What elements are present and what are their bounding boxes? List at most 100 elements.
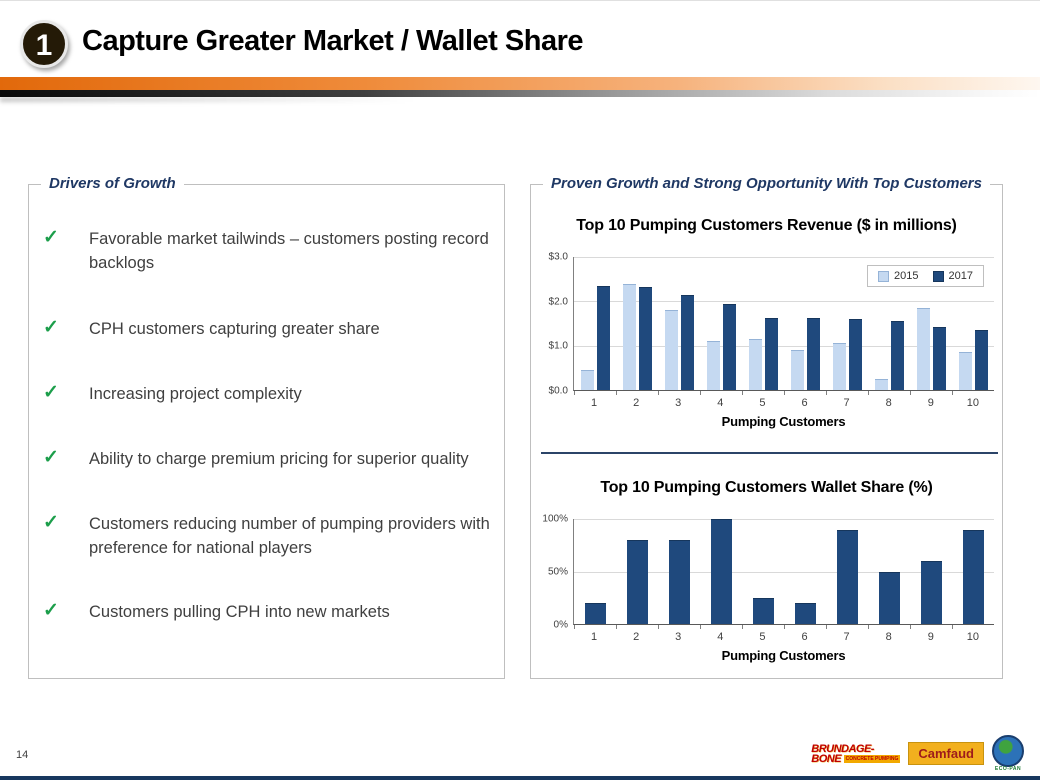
x-tick-label: 7 <box>843 631 850 643</box>
x-tick-label: 5 <box>759 631 766 643</box>
bottom-bar <box>0 776 1040 780</box>
bar-group <box>742 257 784 390</box>
x-tick-label: 3 <box>675 631 682 643</box>
growth-driver-item: ✓ Customers reducing number of pumping p… <box>43 512 493 560</box>
bar-2017 <box>764 317 778 390</box>
legend-entry-2017: 2017 <box>932 270 973 282</box>
bar-wallet-share <box>752 597 774 624</box>
check-icon: ✓ <box>43 512 59 533</box>
wallet-share-chart-xaxis-title: Pumping Customers <box>721 648 846 663</box>
bar-group <box>868 519 910 624</box>
bar-wallet-share <box>878 571 900 624</box>
bar-group <box>616 257 658 390</box>
x-tick-label: 1 <box>590 397 598 409</box>
legend-entry-2015: 2015 <box>878 270 919 282</box>
bar-group <box>658 257 700 390</box>
x-tick-label: 2 <box>633 397 640 409</box>
x-tick-label: 1 <box>590 631 598 643</box>
bar-2015 <box>664 310 678 390</box>
bar-2015 <box>622 283 636 390</box>
gridline <box>574 257 994 258</box>
revenue-chart-xaxis-title: Pumping Customers <box>721 414 846 429</box>
revenue-chart: Top 10 Pumping Customers Revenue ($ in m… <box>539 215 994 429</box>
x-tick-label: 6 <box>801 631 808 643</box>
growth-driver-text: Favorable market tailwinds – customers p… <box>89 230 489 272</box>
revenue-chart-title: Top 10 Pumping Customers Revenue ($ in m… <box>576 217 957 234</box>
bar-group <box>742 519 784 624</box>
x-tick-label: 9 <box>927 631 934 643</box>
bar-wallet-share <box>836 529 858 624</box>
bar-2015 <box>832 343 846 390</box>
x-tick-label: 10 <box>966 397 980 409</box>
growth-driver-item: ✓ Favorable market tailwinds – customers… <box>43 227 493 275</box>
bar-group <box>574 257 616 390</box>
y-tick-label: $0.0 <box>548 385 568 397</box>
x-tick-label: 8 <box>885 397 892 409</box>
globe-icon <box>992 735 1024 767</box>
growth-driver-text: Ability to charge premium pricing for su… <box>89 450 469 468</box>
x-tick-labels: 1 2 3 4 5 6 7 8 9 10 <box>573 625 994 643</box>
bar-wallet-share <box>710 519 732 624</box>
x-tick-label: 6 <box>801 397 808 409</box>
bar-2017 <box>848 319 862 390</box>
x-tick-label: 2 <box>633 631 640 643</box>
wallet-share-chart-plot: 0% 50% 100% 1 2 3 4 5 6 7 8 9 10 <box>539 514 994 643</box>
bar-wallet-share <box>794 603 816 624</box>
page-title: Capture Greater Market / Wallet Share <box>82 25 584 57</box>
plot-area <box>573 519 994 629</box>
bar-2015 <box>916 307 930 390</box>
x-tick-label: 4 <box>717 631 724 643</box>
brundage-bone-logo: BRUNDAGE- BONE CONCRETE PUMPING <box>811 742 901 764</box>
section-divider <box>541 452 998 454</box>
bar-2015 <box>748 339 762 390</box>
bar-group <box>826 519 868 624</box>
bar-group <box>910 519 952 624</box>
legend-swatch <box>878 270 890 282</box>
bar-group <box>700 257 742 390</box>
bar-2015 <box>580 370 594 390</box>
bar-2017 <box>638 286 652 390</box>
bar-group <box>784 257 826 390</box>
legend-swatch <box>932 270 944 282</box>
check-icon: ✓ <box>43 227 59 248</box>
bar-groups <box>574 257 994 390</box>
check-icon: ✓ <box>43 382 59 403</box>
camfaud-logo: Camfaud <box>908 742 984 765</box>
bar-group <box>616 519 658 624</box>
bar-2017 <box>890 321 904 390</box>
growth-driver-item: ✓ Ability to charge premium pricing for … <box>43 447 493 471</box>
x-tick-label: 5 <box>759 397 766 409</box>
gridline <box>574 345 994 347</box>
brundage-line1: BRUNDAGE- <box>811 742 874 755</box>
bar-2015 <box>790 350 804 390</box>
wallet-share-chart-title: Top 10 Pumping Customers Wallet Share (%… <box>600 479 933 496</box>
slide-number-badge: 1 <box>20 20 68 68</box>
legend: 2015 2017 <box>867 265 984 287</box>
bar-wallet-share <box>962 529 984 624</box>
y-axis: $0.0 $1.0 $2.0 $3.0 <box>539 252 573 397</box>
x-tick-label: 4 <box>717 397 724 409</box>
gridline <box>574 519 994 520</box>
eco-pan-label: ECO-PAN <box>994 766 1022 772</box>
growth-driver-text: Increasing project complexity <box>89 385 302 403</box>
growth-driver-text: Customers reducing number of pumping pro… <box>89 515 490 557</box>
bar-2017 <box>974 330 988 390</box>
y-tick-label: $1.0 <box>548 340 568 352</box>
right-panel-title: Proven Growth and Strong Opportunity Wit… <box>543 175 990 192</box>
y-tick-label: $2.0 <box>548 296 568 308</box>
bar-groups <box>574 519 994 624</box>
check-icon: ✓ <box>43 600 59 621</box>
x-tick-label: 7 <box>843 397 850 409</box>
bar-2017 <box>806 317 820 390</box>
page-number: 14 <box>16 749 29 761</box>
bar-2017 <box>596 285 610 390</box>
y-tick-label: 50% <box>547 566 568 578</box>
bar-2017 <box>680 294 694 390</box>
y-tick-label: 0% <box>553 619 568 631</box>
top-customers-panel: Proven Growth and Strong Opportunity Wit… <box>530 175 1003 679</box>
growth-driver-item: ✓ Increasing project complexity <box>43 382 493 406</box>
revenue-chart-plot: $0.0 $1.0 $2.0 $3.0 2015 2017 1 2 3 4 5 6 7 8 9 10 <box>539 252 994 409</box>
bar-group <box>658 519 700 624</box>
gridline <box>574 301 994 303</box>
bar-2017 <box>722 303 736 390</box>
